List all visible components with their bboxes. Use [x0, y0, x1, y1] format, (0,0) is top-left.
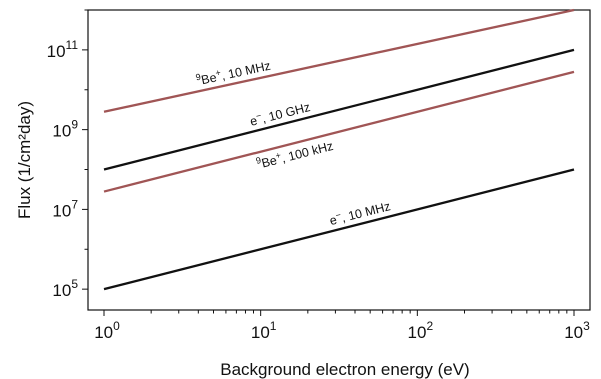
x-axis-title: Background electron energy (eV) — [220, 360, 469, 379]
series-label-isotope: 9 — [195, 72, 202, 83]
series-label-charge: − — [334, 210, 342, 221]
series-line-1 — [103, 8, 575, 113]
y-tick-label-0: 105 — [52, 277, 78, 300]
x-tick-exponent: 3 — [583, 319, 590, 333]
x-tick-label-3: 103 — [564, 319, 590, 342]
y-tick-base: 10 — [52, 122, 71, 141]
series-label-particle: Be — [260, 153, 278, 170]
y-tick-exponent: 7 — [71, 197, 78, 211]
series-line-2 — [103, 48, 575, 171]
y-tick-label-1: 107 — [52, 197, 78, 220]
x-tick-base: 10 — [408, 323, 427, 342]
plot-frame — [87, 9, 591, 311]
x-tick-base: 10 — [564, 323, 583, 342]
series-label-particle: Be — [200, 70, 218, 87]
y-axis-title: Flux (1/cm²day) — [15, 101, 34, 219]
series-label-charge: − — [255, 110, 263, 121]
y-tick-exponent: 9 — [71, 118, 78, 132]
x-tick-exponent: 0 — [113, 319, 120, 333]
series-line-4 — [103, 168, 575, 291]
x-tick-label-1: 101 — [251, 319, 277, 342]
y-tick-exponent: 11 — [66, 38, 79, 52]
y-tick-base: 10 — [47, 42, 66, 61]
x-tick-exponent: 2 — [426, 319, 433, 333]
y-tick-label-2: 109 — [52, 118, 78, 141]
series-line-3 — [103, 70, 575, 193]
x-tick-base: 10 — [251, 323, 270, 342]
series-label-charge: + — [214, 67, 221, 78]
x-tick-base: 10 — [94, 323, 113, 342]
series-label-charge: + — [274, 150, 282, 161]
series-label-frequency: , 10 GHz — [260, 100, 311, 126]
series-label-particle: e — [328, 213, 338, 228]
x-tick-label-2: 102 — [408, 319, 434, 342]
y-tick-label-3: 1011 — [47, 38, 79, 61]
x-tick-exponent: 1 — [270, 319, 277, 333]
series-label-particle: e — [249, 113, 259, 128]
x-tick-label-0: 100 — [94, 319, 120, 342]
y-tick-exponent: 5 — [71, 277, 78, 291]
series-label-frequency: , 100 kHz — [280, 139, 335, 166]
series-layer — [103, 8, 575, 291]
series-label-frequency: , 10 MHz — [220, 59, 272, 83]
y-tick-base: 10 — [52, 281, 71, 300]
series-label-isotope: 9 — [255, 155, 262, 166]
series-label-frequency: , 10 MHz — [340, 199, 392, 225]
y-tick-base: 10 — [52, 201, 71, 220]
